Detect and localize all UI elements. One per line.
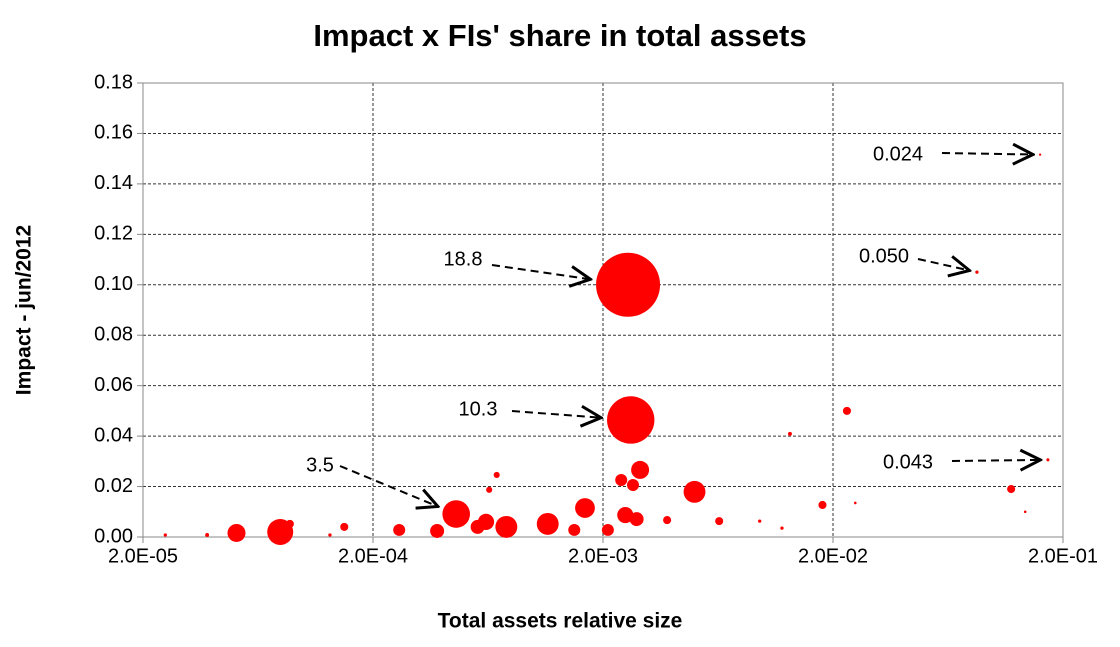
data-label: 0.043 (883, 451, 933, 473)
bubble (205, 533, 210, 537)
y-tick-label: 0.12 (94, 223, 133, 245)
bubble (683, 480, 706, 503)
bubble (1023, 510, 1027, 514)
y-tick-label: 0.10 (94, 273, 133, 295)
x-tick-label: 2.0E-02 (798, 545, 868, 567)
x-tick-label: 2.0E-01 (1028, 545, 1098, 567)
bubble (486, 486, 493, 493)
y-tick-label: 0.00 (94, 525, 133, 547)
y-tick-label: 0.16 (94, 122, 133, 144)
bubble (328, 533, 332, 537)
bubble (715, 517, 724, 526)
data-label: 3.5 (306, 454, 334, 476)
bubble (495, 515, 518, 538)
y-tick-label: 0.08 (94, 324, 133, 346)
chart-title: Impact x FIs' share in total assets (313, 18, 806, 53)
annotation-arrow (491, 264, 590, 279)
bubble (788, 431, 792, 436)
bubble (975, 270, 979, 274)
bubble (493, 471, 500, 478)
bubble (430, 523, 445, 538)
bubble (601, 523, 614, 536)
bubble (780, 526, 784, 530)
bubble (607, 396, 655, 444)
bubble (163, 533, 167, 537)
y-tick-label: 0.02 (94, 475, 133, 497)
bubble (629, 512, 644, 527)
bubble (1046, 458, 1050, 462)
bubble (626, 479, 639, 492)
x-tick-label: 2.0E-04 (338, 545, 408, 567)
data-label: 10.3 (459, 398, 498, 420)
bubble (340, 522, 349, 531)
bubble (758, 519, 762, 523)
y-axis-label: Impact - jun/2012 (13, 225, 36, 395)
y-tick-label: 0.14 (94, 172, 133, 194)
bubble (596, 252, 661, 317)
bubble (575, 498, 595, 518)
y-tick-label: 0.18 (94, 71, 133, 93)
bubble (477, 513, 495, 530)
y-tick-label: 0.04 (94, 424, 133, 446)
data-label: 0.050 (859, 245, 909, 267)
bubble (227, 523, 246, 542)
bubble (1007, 485, 1016, 494)
bubble (442, 500, 471, 528)
bubble (615, 474, 628, 486)
data-label: 18.8 (444, 248, 483, 270)
bubble (818, 500, 827, 510)
bubble (393, 523, 406, 536)
bubble (842, 406, 852, 415)
bubble (1038, 153, 1042, 156)
bubble (285, 519, 294, 528)
data-label: 0.024 (873, 143, 923, 165)
x-tick-label: 2.0E-03 (568, 545, 638, 567)
bubble (663, 516, 672, 525)
annotation-arrow (917, 259, 969, 270)
annotation-arrow (941, 153, 1033, 155)
bubble (854, 501, 857, 505)
bubble (617, 506, 634, 524)
x-axis-label: Total assets relative size (438, 610, 683, 633)
x-tick-label: 2.0E-05 (108, 545, 178, 567)
annotation-arrow (511, 411, 601, 418)
bubble (568, 523, 581, 536)
annotation-arrow (339, 465, 438, 506)
y-tick-label: 0.06 (94, 374, 133, 396)
plot-frame (142, 82, 1064, 538)
annotation-arrow (951, 460, 1040, 461)
bubble (631, 460, 650, 479)
bubble (536, 512, 559, 535)
